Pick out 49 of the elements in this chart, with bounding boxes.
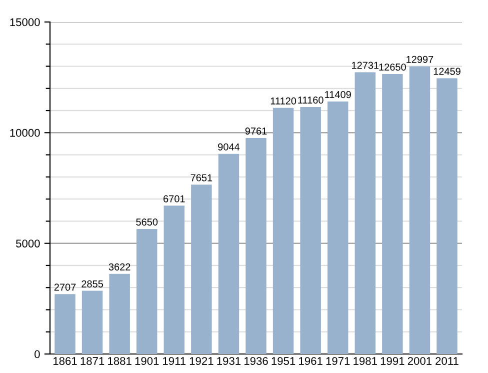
x-tick-label: 1911 — [163, 357, 186, 365]
x-tick-label: 1971 — [326, 357, 350, 365]
bar — [164, 206, 185, 354]
data-label: 3622 — [108, 263, 130, 270]
bar — [436, 78, 458, 354]
x-tick-label: 1921 — [190, 357, 214, 365]
y-tick-label: 5000 — [16, 240, 40, 248]
bar — [82, 290, 103, 354]
data-label: 12997 — [406, 56, 434, 63]
x-tick-label: 1981 — [354, 357, 377, 365]
bar — [109, 274, 130, 354]
bar — [382, 74, 403, 354]
bar — [136, 228, 158, 354]
y-tick-label: 15000 — [10, 18, 40, 26]
data-label: 11160 — [298, 96, 324, 104]
x-tick-label: 1961 — [299, 357, 322, 365]
x-tick-label: 1861 — [53, 357, 77, 365]
x-tick-label: 1881 — [108, 357, 132, 365]
x-tick-label: 1871 — [80, 357, 104, 365]
x-tick-label: 1931 — [217, 357, 241, 365]
data-label: 7651 — [190, 174, 212, 182]
data-label: 12731 — [352, 62, 379, 69]
bar — [300, 106, 321, 354]
x-tick-label: 2011 — [436, 357, 458, 365]
data-label: 12459 — [434, 68, 460, 75]
x-tick-label: 1901 — [135, 357, 159, 365]
y-tick-label: 0 — [34, 350, 40, 358]
bar — [218, 154, 240, 354]
data-label: 6701 — [164, 195, 185, 202]
x-tick-label: 2001 — [408, 357, 432, 365]
data-label: 2707 — [54, 284, 76, 291]
data-label: 12650 — [379, 64, 406, 71]
data-label: 9761 — [245, 128, 267, 135]
bar — [409, 66, 430, 354]
bar — [246, 138, 266, 354]
data-label: 2855 — [82, 280, 103, 288]
data-label: 11409 — [325, 91, 351, 98]
x-tick-label: 1991 — [380, 357, 404, 365]
y-tick-label: 10000 — [10, 128, 40, 137]
bar — [272, 108, 294, 354]
data-label: 9044 — [218, 143, 240, 150]
bar — [54, 294, 76, 354]
x-tick-label: 1951 — [272, 357, 296, 365]
bar — [191, 184, 212, 354]
data-label: 5650 — [136, 218, 158, 226]
x-tick-label: 1936 — [244, 357, 268, 365]
bar — [354, 72, 376, 354]
bar — [327, 101, 348, 354]
data-label: 11120 — [270, 97, 296, 105]
